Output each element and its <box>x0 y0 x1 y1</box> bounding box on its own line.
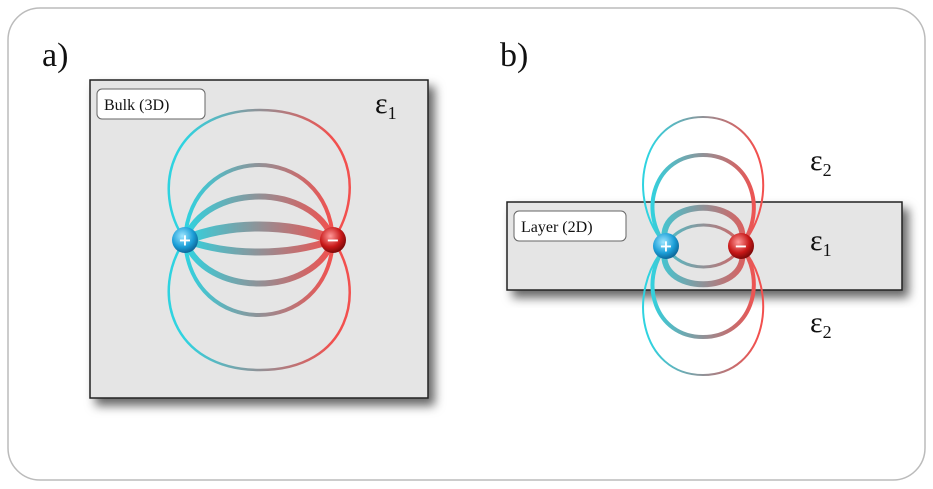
epsilon-subscript: 1 <box>823 240 832 260</box>
epsilon-symbol: ε <box>375 87 388 120</box>
epsilon-subscript: 1 <box>388 103 397 123</box>
epsilon-symbol: ε <box>810 224 823 257</box>
epsilon-subscript: 2 <box>823 160 832 180</box>
box-label: Layer (2D) <box>521 219 593 236</box>
charge-sign: − <box>734 237 747 256</box>
charge-sign: − <box>326 231 339 250</box>
figure: a) Bulk (3D) ε1 + − b) Layer (2D) ε2 ε1 … <box>0 0 933 489</box>
box-label: Bulk (3D) <box>104 97 169 114</box>
panel-label: a) <box>42 37 68 74</box>
epsilon-symbol: ε <box>810 306 823 339</box>
charge-sign: + <box>659 237 672 256</box>
bulk-box <box>90 80 428 398</box>
epsilon-subscript: 2 <box>823 322 832 342</box>
charge-sign: + <box>178 231 191 250</box>
epsilon-symbol: ε <box>810 144 823 177</box>
panel-label: b) <box>500 37 528 74</box>
